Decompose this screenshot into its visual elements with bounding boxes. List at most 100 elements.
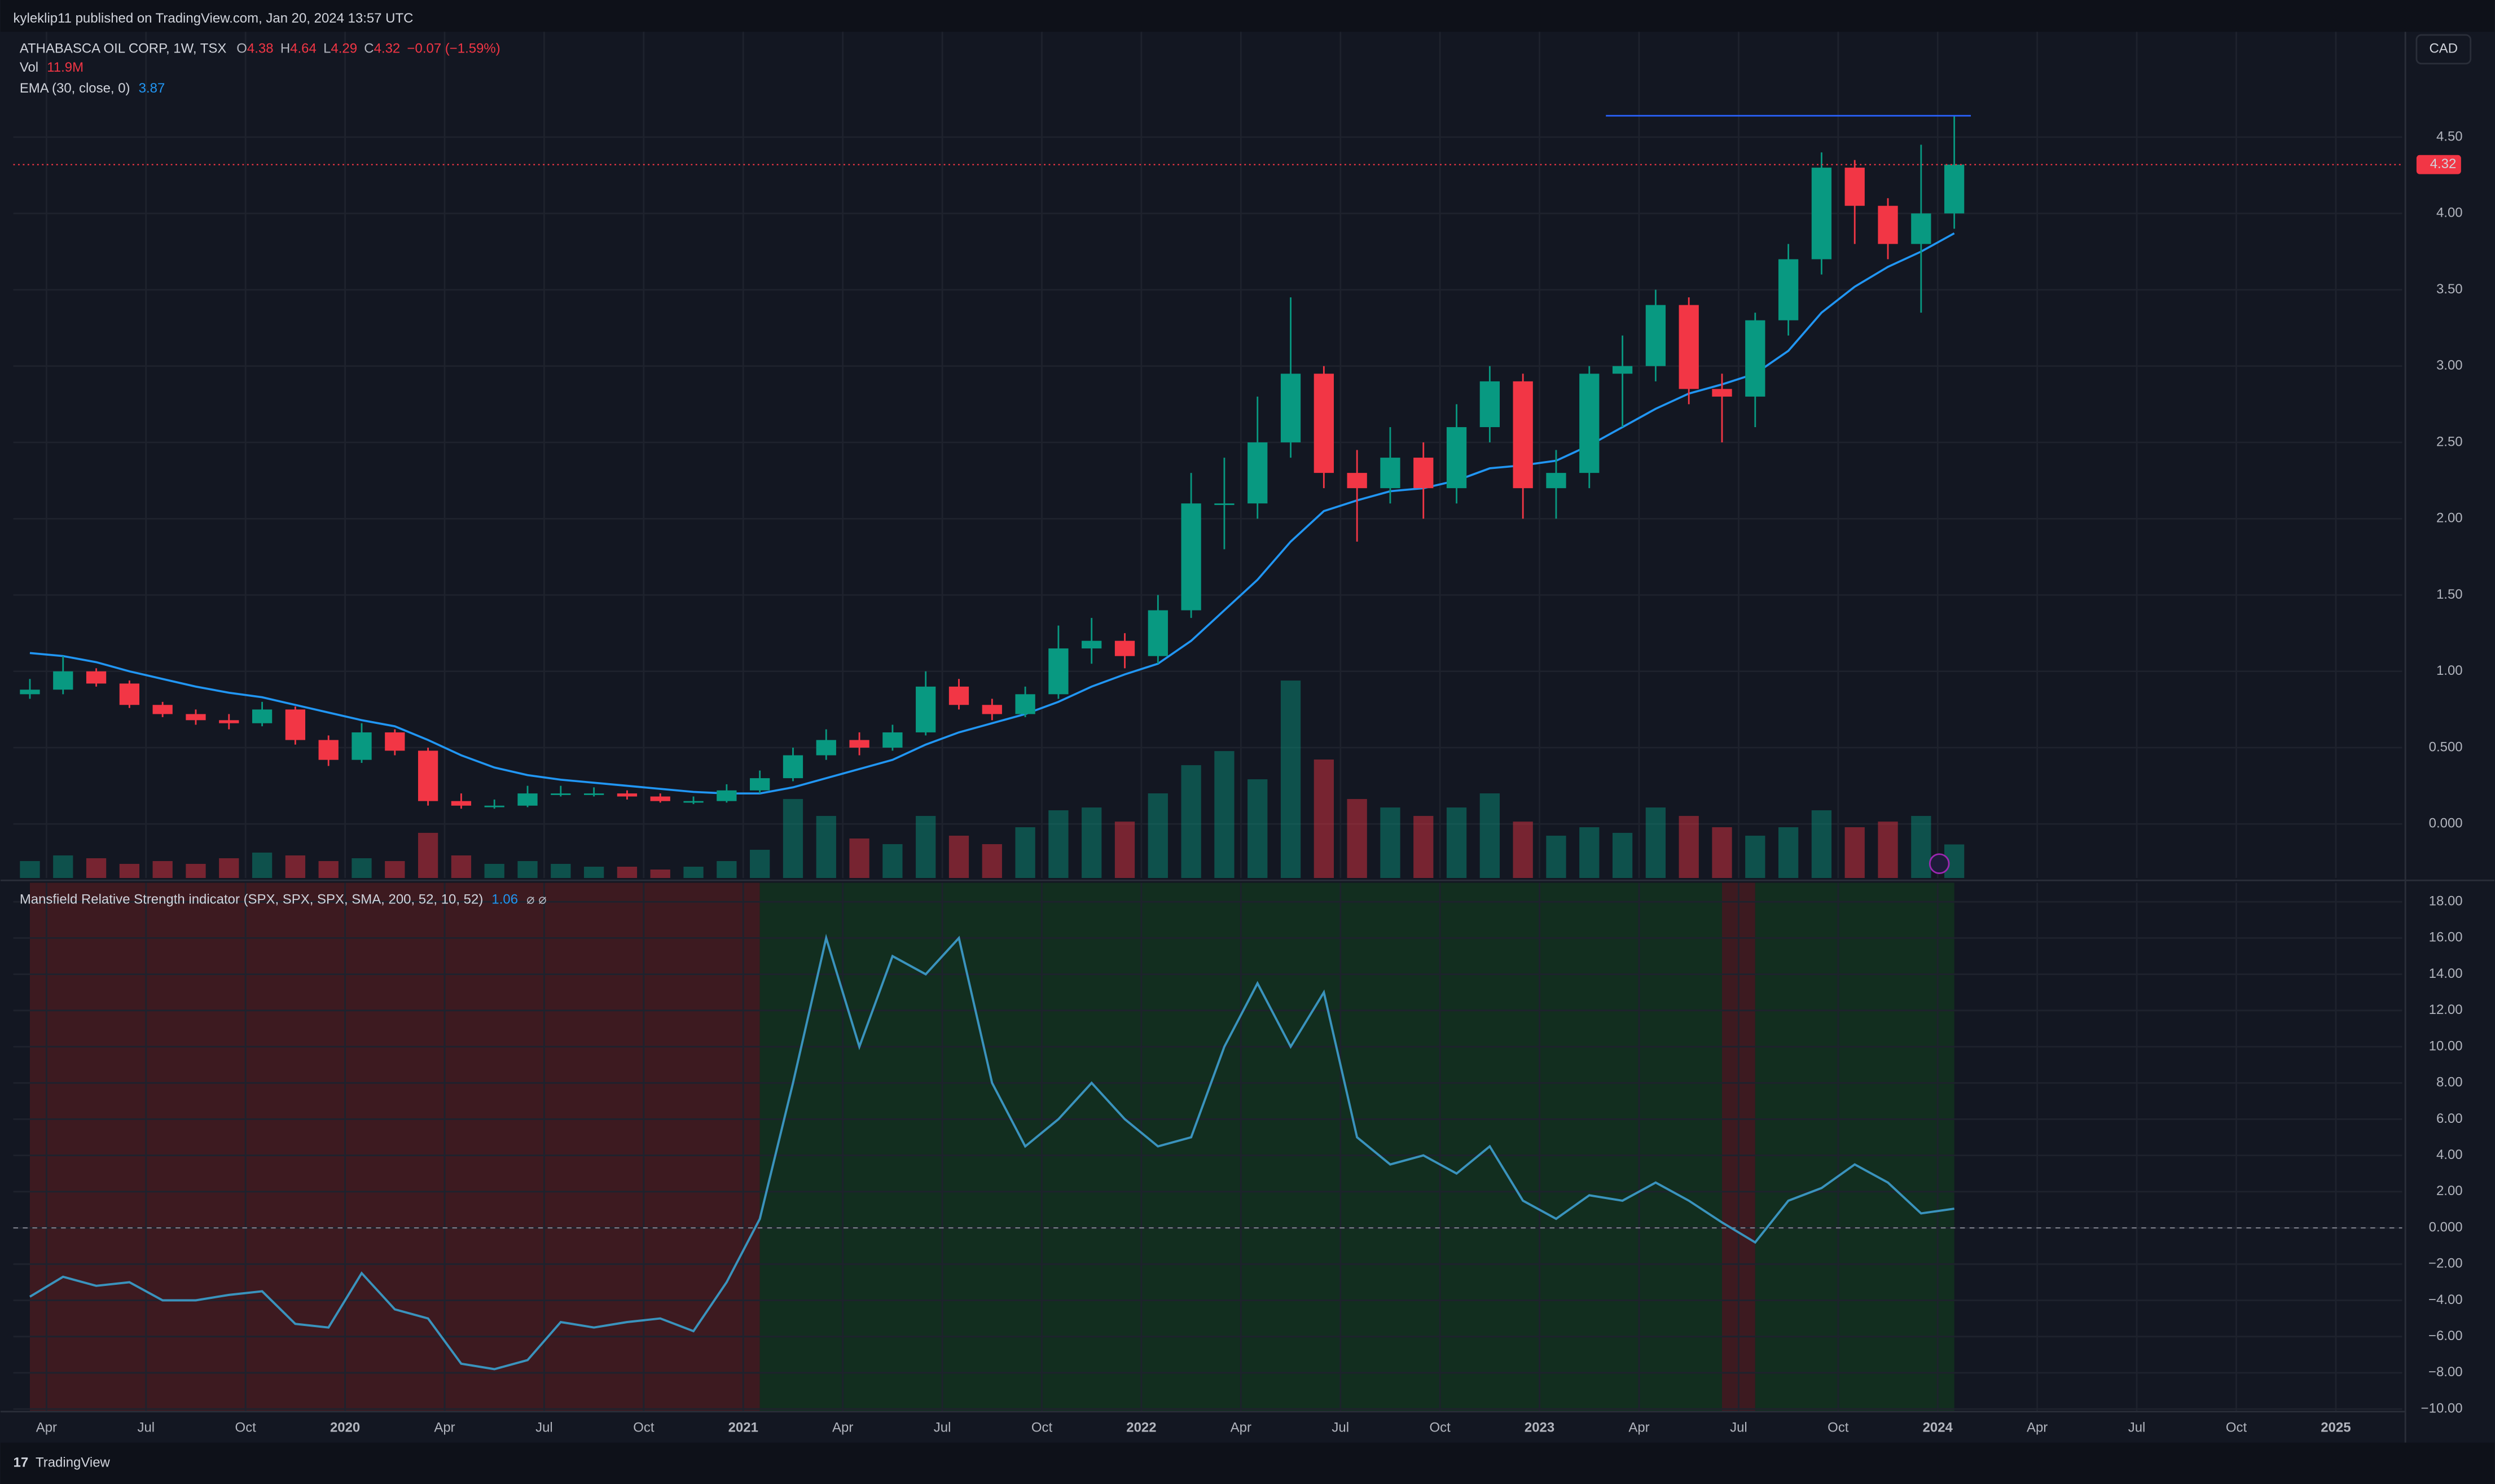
volume-bar bbox=[1248, 779, 1268, 879]
candle-body bbox=[119, 683, 140, 705]
candle-body bbox=[1015, 694, 1035, 714]
y-tick-label: 2.00 bbox=[2436, 1183, 2463, 1198]
volume-bar bbox=[717, 861, 737, 879]
y-tick-label: 8.00 bbox=[2436, 1075, 2463, 1090]
x-tick-label: Jul bbox=[137, 1420, 155, 1435]
x-tick-label: 2020 bbox=[330, 1420, 360, 1435]
volume-bar bbox=[1911, 816, 1931, 879]
indicator-title: Mansfield Relative Strength indicator (S… bbox=[20, 892, 483, 907]
volume-bar bbox=[20, 861, 40, 879]
y-tick-label: 16.00 bbox=[2429, 930, 2463, 945]
candle-body bbox=[1347, 473, 1367, 489]
change: −0.07 (−1.59%) bbox=[407, 41, 500, 56]
candle-body bbox=[219, 720, 239, 723]
indicator-flags: ⌀ ⌀ bbox=[526, 892, 547, 907]
candle-body bbox=[285, 709, 306, 740]
y-tick-label: 2.50 bbox=[2436, 434, 2463, 449]
x-tick-label: Jul bbox=[934, 1420, 951, 1435]
candle-body bbox=[1878, 205, 1898, 244]
ema-line bbox=[29, 232, 1955, 794]
candle-body bbox=[982, 705, 1002, 714]
ema-label: EMA (30, close, 0) bbox=[20, 81, 130, 96]
volume-bar bbox=[186, 864, 206, 879]
bottom-bar bbox=[1, 1442, 2494, 1484]
indicator-legend: Mansfield Relative Strength indicator (S… bbox=[20, 892, 547, 907]
volume-bar bbox=[418, 833, 438, 879]
ema-value: 3.87 bbox=[139, 81, 165, 96]
volume-bar bbox=[783, 799, 803, 879]
volume-bar bbox=[119, 864, 140, 879]
volume-bar bbox=[86, 858, 107, 879]
last-price-label: 4.32 bbox=[2430, 156, 2457, 172]
candle-body bbox=[1214, 503, 1235, 506]
volume-bar bbox=[285, 855, 306, 879]
volume-bar bbox=[1446, 807, 1467, 879]
candle-body bbox=[1114, 640, 1135, 656]
candle-body bbox=[20, 690, 40, 695]
logo-mark: 17 bbox=[14, 1455, 29, 1470]
x-tick-label: Jul bbox=[1332, 1420, 1349, 1435]
event-icon[interactable] bbox=[1929, 853, 1950, 874]
candle-body bbox=[1148, 610, 1168, 656]
ohlc-value: 4.38 bbox=[247, 41, 274, 56]
currency-button[interactable] bbox=[2415, 34, 2472, 65]
candle-body bbox=[1082, 640, 1102, 649]
symbol: ATHABASCA OIL CORP, 1W, TSX bbox=[20, 41, 227, 56]
volume-bar bbox=[683, 867, 704, 879]
ohlc-label: L bbox=[323, 41, 331, 56]
volume-bar bbox=[1413, 816, 1434, 879]
ohlc-value: 4.32 bbox=[374, 41, 401, 56]
y-tick-label: 2.00 bbox=[2436, 511, 2463, 526]
candle-body bbox=[53, 671, 73, 690]
x-tick-label: Apr bbox=[1628, 1420, 1649, 1435]
volume-bar bbox=[816, 816, 836, 879]
candle-body bbox=[816, 740, 836, 756]
y-tick-label: 6.00 bbox=[2436, 1111, 2463, 1126]
volume-bar bbox=[484, 864, 504, 879]
candle-body bbox=[1778, 259, 1799, 320]
volume-bar bbox=[1546, 836, 1566, 879]
price-legend: ATHABASCA OIL CORP, 1W, TSX O4.38 H4.64 … bbox=[20, 41, 500, 56]
last-price-box bbox=[2416, 155, 2461, 174]
candle-body bbox=[650, 796, 670, 801]
candle-body bbox=[1314, 374, 1334, 473]
volume-bar bbox=[1280, 680, 1301, 879]
ohlc-label: H bbox=[280, 41, 290, 56]
y-tick-label: −4.00 bbox=[2428, 1292, 2463, 1307]
volume-bar bbox=[650, 870, 670, 879]
published-note: kyleklip11 published on TradingView.com,… bbox=[14, 11, 414, 26]
candle-body bbox=[849, 740, 869, 748]
volume-legend: Vol 11.9M bbox=[20, 60, 84, 76]
candle-body bbox=[750, 778, 770, 791]
candle-body bbox=[1048, 648, 1069, 695]
top-bar bbox=[1, 0, 2494, 32]
zone bbox=[1755, 883, 1954, 1411]
candle-body bbox=[783, 755, 803, 779]
x-tick-label: Apr bbox=[36, 1420, 57, 1435]
volume-bar bbox=[1878, 822, 1898, 879]
ema-legend: EMA (30, close, 0) 3.87 bbox=[20, 81, 165, 96]
x-tick-label: Oct bbox=[235, 1420, 257, 1435]
volume-bar bbox=[352, 858, 372, 879]
currency[interactable]: CAD bbox=[2429, 41, 2458, 56]
candle-body bbox=[152, 705, 173, 714]
volume-bar bbox=[551, 864, 571, 879]
y-tick-label: −8.00 bbox=[2428, 1364, 2463, 1380]
candle-body bbox=[1546, 473, 1566, 489]
volume-bar bbox=[1479, 793, 1500, 879]
ohlc-label: C bbox=[364, 41, 374, 56]
volume-bar bbox=[219, 858, 239, 879]
candle-body bbox=[1413, 458, 1434, 489]
candle-body bbox=[1944, 164, 1965, 214]
y-tick-label: 3.00 bbox=[2436, 358, 2463, 373]
x-tick-label: Oct bbox=[1031, 1420, 1053, 1435]
volume-bar bbox=[750, 850, 770, 879]
y-tick-label: 0.000 bbox=[2429, 816, 2463, 831]
candle-body bbox=[948, 686, 969, 705]
candle-body bbox=[1712, 389, 1732, 397]
zone bbox=[29, 883, 760, 1411]
x-tick-label: Oct bbox=[1828, 1420, 1849, 1435]
x-tick-label: 2022 bbox=[1126, 1420, 1156, 1435]
candle-body bbox=[1380, 458, 1400, 489]
volume-bar bbox=[1745, 836, 1765, 879]
